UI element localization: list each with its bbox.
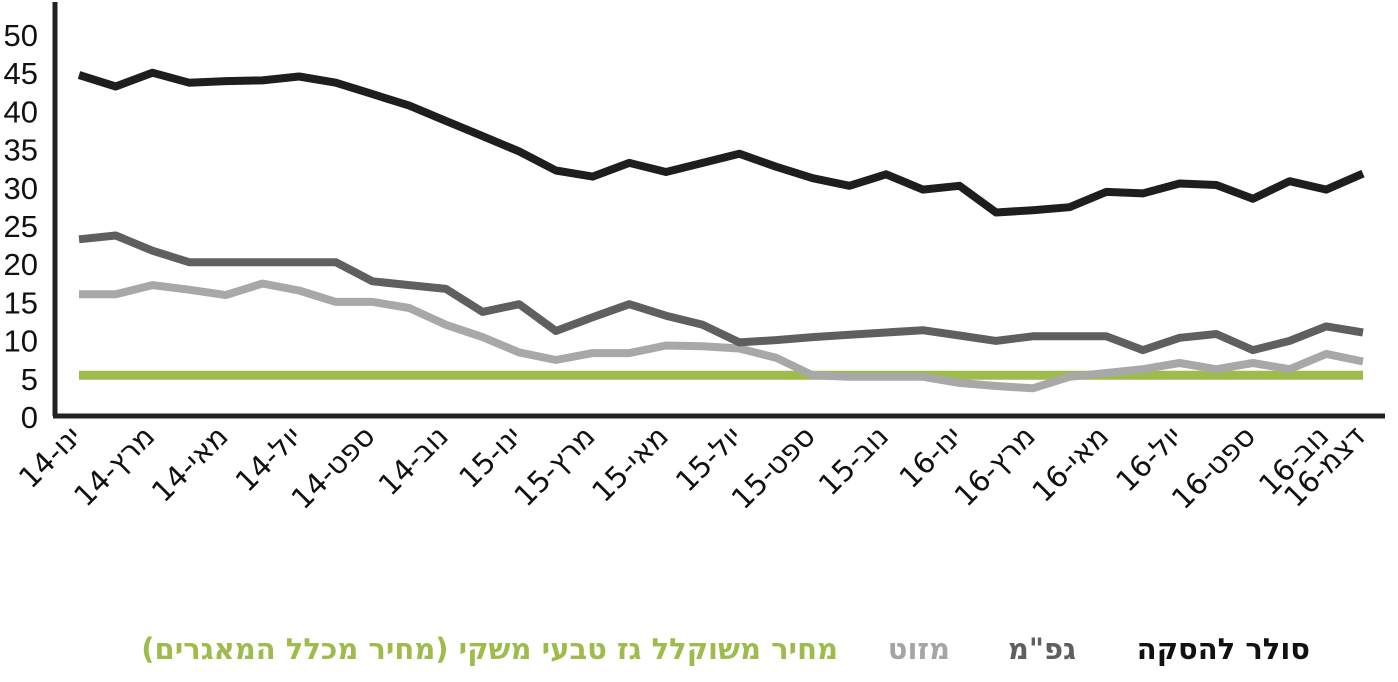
x-tick-label: מרץ-16	[948, 419, 1042, 513]
series-line-0	[77, 68, 1365, 217]
y-tick-label: 25	[4, 209, 38, 244]
series-lines	[77, 68, 1365, 393]
y-tick-label: 20	[4, 247, 38, 282]
x-tick-label: מאי-15	[585, 419, 675, 509]
x-tick-label: ספט-16	[1165, 419, 1262, 516]
x-tick-label: מרץ-15	[507, 419, 601, 513]
x-tick-label: מאי-14	[145, 419, 235, 509]
y-tick-label: 50	[4, 18, 38, 53]
legend: סולר להסקה גפ"מ מזוט מחיר משוקלל גז טבעי…	[0, 632, 1398, 682]
y-tick-label: 45	[4, 56, 38, 91]
x-tick-label: ספט-15	[725, 419, 822, 516]
y-tick-label: 30	[4, 171, 38, 206]
x-axis-tick-labels: ינו-14מרץ-14מאי-14יול-14ספט-14נוב-14ינו-…	[12, 419, 1372, 516]
y-tick-label: 40	[4, 94, 38, 129]
y-tick-label: 0	[21, 400, 38, 435]
x-tick-label: מרץ-14	[67, 419, 161, 513]
y-tick-label: 15	[4, 285, 38, 320]
x-tick-label: נוב-15	[812, 419, 895, 502]
series-line-1	[78, 231, 1364, 355]
x-tick-label: מאי-16	[1025, 419, 1115, 509]
legend-item-gas: מחיר משוקלל גז טבעי משקי (מחיר מכלל המאג…	[141, 632, 838, 666]
y-tick-label: 5	[21, 362, 38, 397]
x-tick-label: ספט-14	[284, 419, 381, 516]
series-line-2	[79, 279, 1364, 393]
y-tick-label: 10	[4, 324, 38, 359]
legend-item-solar: סולר להסקה	[1136, 632, 1310, 666]
x-tick-label: נוב-14	[372, 419, 455, 502]
y-tick-label: 35	[4, 133, 38, 168]
legend-item-mazut: מזוט	[887, 632, 950, 666]
legend-item-lpg: גפ"מ	[1007, 632, 1076, 666]
